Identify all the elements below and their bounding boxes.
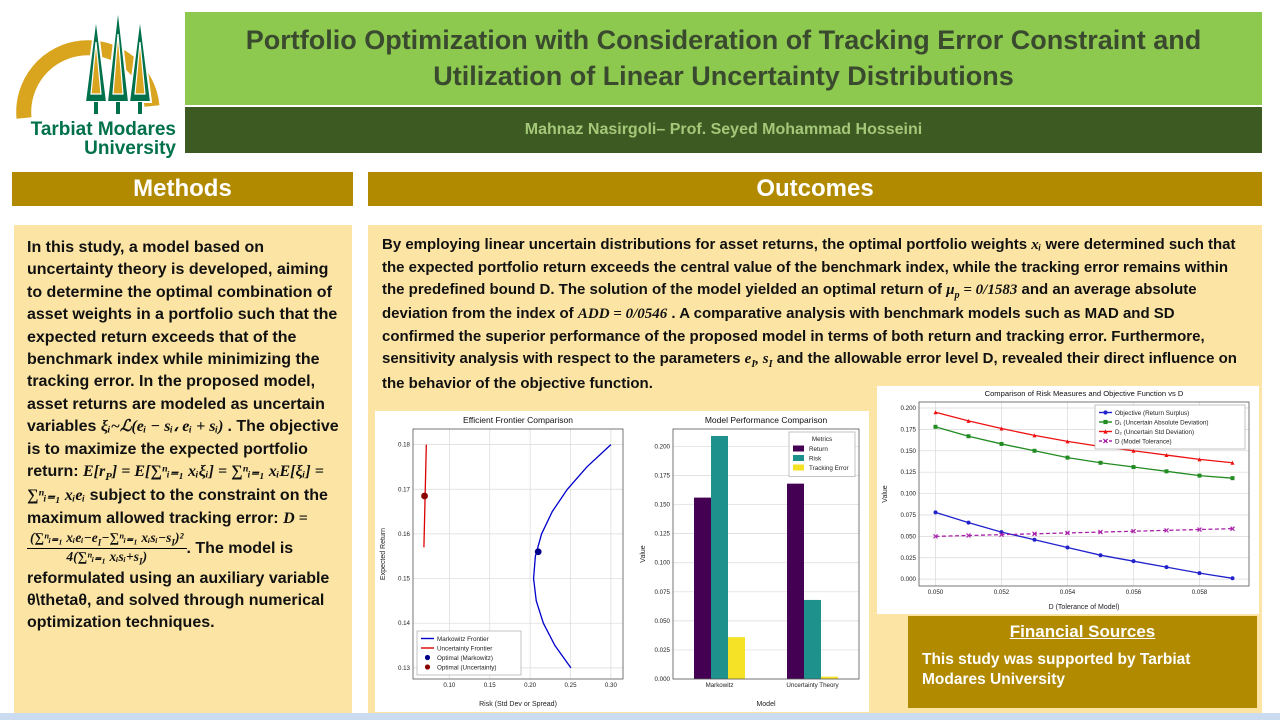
methods-heading: Methods: [12, 172, 353, 206]
methods-text: In this study, a model based on uncertai…: [14, 225, 352, 713]
svg-text:0.200: 0.200: [655, 443, 671, 450]
svg-text:0.050: 0.050: [901, 533, 917, 540]
svg-text:Model Performance Comparison: Model Performance Comparison: [705, 415, 828, 425]
svg-text:0.025: 0.025: [655, 647, 671, 654]
logo-text-line1: Tarbiat Modares: [30, 119, 176, 140]
svg-text:0.000: 0.000: [901, 576, 917, 583]
svg-text:0.050: 0.050: [655, 618, 671, 625]
svg-text:D₂ (Uncertain Std Deviation): D₂ (Uncertain Std Deviation): [1115, 429, 1194, 436]
svg-text:Efficient Frontier Comparison: Efficient Frontier Comparison: [463, 415, 573, 425]
footer-accent-bar: [0, 713, 1280, 720]
svg-text:Markowitz: Markowitz: [706, 682, 734, 689]
svg-text:0.125: 0.125: [901, 469, 917, 476]
svg-text:0.25: 0.25: [564, 682, 577, 689]
poster-title-line2: Utilization of Linear Uncertainty Distri…: [433, 60, 1014, 91]
model-performance-chart: 0.000 0.025 0.050 0.075 0.100 0.125 0.150 0.175…: [640, 415, 860, 708]
svg-text:0.175: 0.175: [901, 426, 917, 433]
logo-graphic-icon: [16, 5, 160, 119]
svg-text:Risk: Risk: [809, 456, 822, 463]
svg-text:0.15: 0.15: [484, 682, 497, 689]
svg-text:Return: Return: [809, 446, 828, 453]
svg-text:Optimal (Markowitz): Optimal (Markowitz): [437, 655, 493, 662]
svg-text:0.30: 0.30: [605, 682, 618, 689]
svg-text:0.050: 0.050: [928, 589, 944, 596]
svg-text:Risk (Std Dev or Spread): Risk (Std Dev or Spread): [479, 701, 557, 708]
methods-heading-label: Methods: [133, 175, 232, 202]
logo-text-line2: University: [84, 138, 176, 160]
authors-text: Mahnaz Nasirgoli– Prof. Seyed Mohammad H…: [524, 121, 923, 138]
svg-text:Uncertainty Theory: Uncertainty Theory: [786, 682, 839, 689]
svg-text:Optimal (Uncertainty): Optimal (Uncertainty): [437, 665, 497, 672]
svg-text:0.075: 0.075: [655, 589, 671, 596]
authors-band: Mahnaz Nasirgoli– Prof. Seyed Mohammad H…: [185, 107, 1262, 153]
svg-text:0.18: 0.18: [398, 442, 411, 449]
svg-text:0.058: 0.058: [1192, 589, 1208, 596]
svg-text:0.150: 0.150: [901, 448, 917, 455]
svg-text:0.16: 0.16: [398, 531, 411, 538]
svg-text:0.100: 0.100: [655, 560, 671, 567]
svg-text:Objective (Return Surplus): Objective (Return Surplus): [1115, 410, 1189, 417]
svg-text:0.000: 0.000: [655, 676, 671, 683]
svg-text:0.125: 0.125: [655, 531, 671, 538]
outcomes-heading-label: Outcomes: [756, 175, 874, 202]
svg-text:0.150: 0.150: [655, 502, 671, 509]
risk-measures-vs-d-chart: 0.050 0.052 0.054 0.056 0.058 0.000 0.025 0.050…: [882, 389, 1250, 611]
svg-text:Model: Model: [756, 701, 776, 708]
svg-text:0.100: 0.100: [901, 491, 917, 498]
svg-text:0.14: 0.14: [398, 620, 411, 627]
financial-sources-heading: Financial Sources: [1009, 622, 1156, 641]
svg-text:Value: Value: [882, 485, 889, 502]
svg-text:Expected Return: Expected Return: [380, 528, 387, 580]
frontier-and-performance-charts-panel: 0.10 0.15 0.20 0.25 0.30 0.13 0.14 0.15 0.16 0.17…: [375, 411, 869, 712]
svg-text:Value: Value: [640, 545, 647, 562]
financial-sources-box: Financial Sources This study was support…: [908, 616, 1257, 708]
outcomes-heading: Outcomes: [368, 172, 1262, 206]
svg-text:Comparison of Risk Measures an: Comparison of Risk Measures and Objectiv…: [985, 389, 1184, 398]
svg-text:0.200: 0.200: [901, 405, 917, 412]
svg-text:Metrics: Metrics: [812, 436, 832, 443]
poster-title-band: Portfolio Optimization with Consideratio…: [185, 12, 1262, 105]
efficient-frontier-chart: 0.10 0.15 0.20 0.25 0.30 0.13 0.14 0.15 0.16 0.17…: [380, 415, 624, 708]
outcomes-text: By employing linear uncertain distributi…: [382, 236, 1237, 392]
svg-text:0.20: 0.20: [524, 682, 537, 689]
svg-text:0.10: 0.10: [443, 682, 456, 689]
svg-text:0.075: 0.075: [901, 512, 917, 519]
financial-sources-text: This study was supported by Tarbiat Moda…: [922, 651, 1191, 689]
svg-text:0.025: 0.025: [901, 555, 917, 562]
svg-text:Tracking Error: Tracking Error: [809, 465, 849, 472]
university-logo: Tarbiat Modares University: [4, 2, 182, 164]
svg-text:Markowitz Frontier: Markowitz Frontier: [437, 636, 489, 643]
sensitivity-chart-panel: 0.050 0.052 0.054 0.056 0.058 0.000 0.025 0.050…: [877, 386, 1259, 614]
svg-text:0.15: 0.15: [398, 576, 411, 583]
svg-text:0.175: 0.175: [655, 473, 671, 480]
svg-text:0.052: 0.052: [994, 589, 1010, 596]
poster-title-line1: Portfolio Optimization with Consideratio…: [245, 24, 1202, 55]
svg-text:0.056: 0.056: [1126, 589, 1142, 596]
svg-text:D (Tolerance of Model): D (Tolerance of Model): [1049, 604, 1120, 611]
svg-text:0.054: 0.054: [1060, 589, 1076, 596]
logo-cypress-trees: [83, 5, 153, 114]
svg-text:D (Model Tolerance): D (Model Tolerance): [1115, 439, 1172, 446]
svg-text:Uncertainty Frontier: Uncertainty Frontier: [437, 646, 492, 653]
svg-text:0.17: 0.17: [398, 486, 411, 493]
svg-text:0.13: 0.13: [398, 665, 411, 672]
svg-text:D₁ (Uncertain Absolute Deviati: D₁ (Uncertain Absolute Deviation): [1115, 420, 1208, 427]
